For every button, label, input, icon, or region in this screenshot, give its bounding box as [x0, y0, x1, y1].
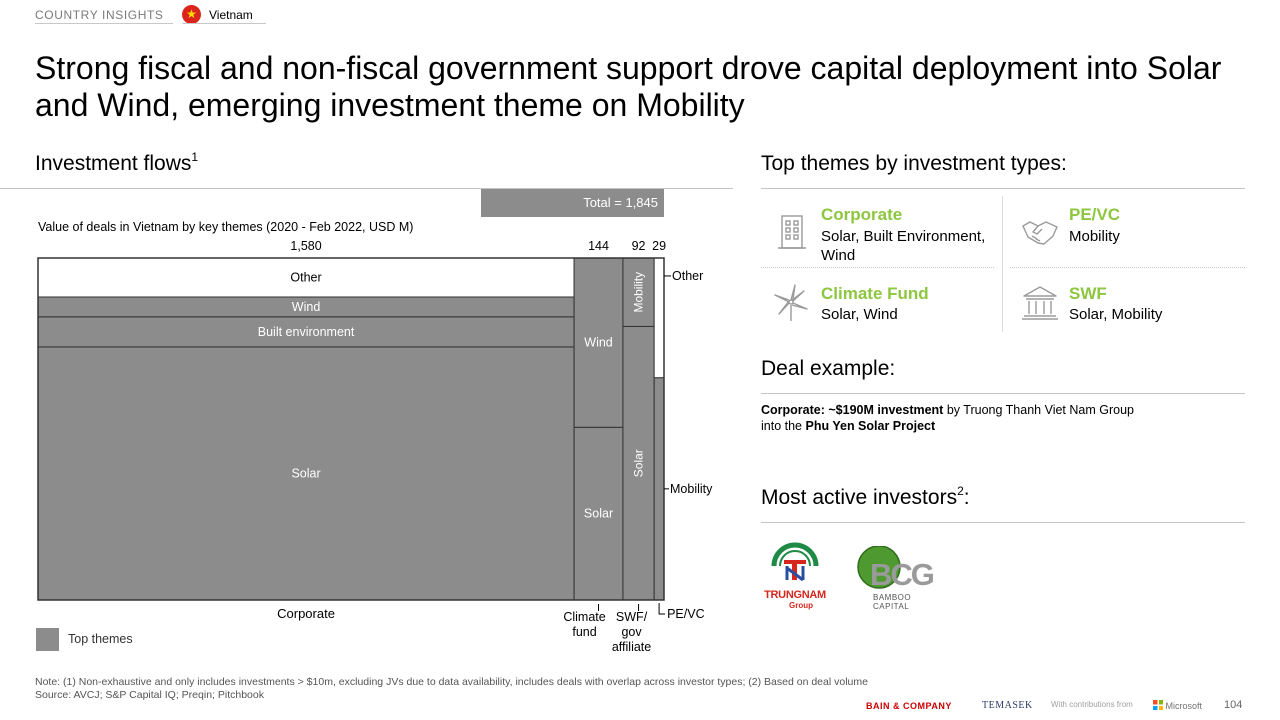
trungnam-group-logo: TRUNGNAM Group	[760, 540, 830, 614]
segment-pe-vc-mobility	[653, 377, 665, 601]
microsoft-icon	[1153, 700, 1163, 710]
segment-label-corporate-built-environment: Built environment	[258, 325, 355, 339]
legend-swatch	[36, 628, 59, 651]
chart-subtitle: Value of deals in Vietnam by key themes …	[38, 220, 414, 234]
axis-label-swf-gov-affiliate-2: affiliate	[612, 640, 651, 654]
marimekko-chart: 1,580 Solar Built environment Wind Other 144 S…	[37, 239, 713, 654]
column-total-corporate: 1,580	[290, 239, 321, 253]
segment-label-corporate-wind: Wind	[292, 300, 321, 314]
theme-name-swf: SWF	[1069, 284, 1107, 303]
footnote: Note: (1) Non-exhaustive and only includ…	[35, 676, 868, 688]
bain-logo: BAIN & COMPANY	[866, 701, 952, 711]
themes-divider	[1002, 196, 1003, 332]
wind-turbine-icon	[774, 284, 808, 321]
section-rule	[761, 393, 1245, 394]
segment-label-climate-fund-wind: Wind	[584, 336, 613, 350]
axis-label-corporate: Corporate	[277, 606, 335, 621]
bamboo-capital-logo: BCG BAMBOO CAPITAL	[855, 546, 947, 611]
theme-desc-climate-fund: Solar, Wind	[821, 306, 898, 323]
column-total-swf-gov-affiliate: 92	[632, 239, 646, 253]
investors-title: Most active investors2:	[761, 484, 970, 509]
theme-name-corporate: Corporate	[821, 205, 903, 224]
theme-desc-pevc: Mobility	[1069, 228, 1120, 245]
axis-label-swf-gov-affiliate-0: SWF/	[616, 610, 648, 624]
country-label: Vietnam	[209, 8, 253, 22]
page-number: 104	[1224, 699, 1243, 711]
axis-label-swf-gov-affiliate-1: gov	[621, 625, 642, 639]
section-label: COUNTRY INSIGHTS	[35, 8, 164, 22]
axis-label-pe-vc: PE/VC	[667, 607, 705, 621]
theme-desc-swf: Solar, Mobility	[1069, 306, 1163, 323]
chart-frame	[37, 257, 665, 601]
axis-label-climate-fund-1: fund	[572, 625, 596, 639]
temasek-logo: TEMASEK	[982, 700, 1033, 711]
theme-desc-corporate: Solar, Built Environment, Wind	[821, 228, 986, 264]
themes-title: Top themes by investment types:	[761, 152, 1067, 175]
microsoft-logo: Microsoft	[1153, 700, 1202, 711]
segment-label-corporate-other: Other	[290, 270, 321, 284]
handshake-icon	[1022, 221, 1058, 245]
header-divider	[182, 23, 266, 24]
source-note: Source: AVCJ; S&P Capital IQ; Preqin; Pi…	[35, 689, 264, 701]
column-total-climate-fund: 144	[588, 239, 609, 253]
building-icon	[778, 215, 806, 249]
government-building-icon	[1022, 286, 1058, 320]
axis-label-climate-fund-0: Climate	[563, 610, 605, 624]
contributions-label: With contributions from	[1051, 700, 1133, 709]
page-title: Strong fiscal and non-fiscal government …	[35, 50, 1222, 123]
themes-divider	[1010, 267, 1245, 268]
themes-divider	[761, 267, 994, 268]
theme-name-climate-fund: Climate Fund	[821, 284, 929, 303]
callout-label-other: Other	[672, 269, 703, 283]
theme-name-pevc: PE/VC	[1069, 205, 1121, 224]
axis-leader-pe-vc	[658, 603, 666, 615]
vietnam-flag-icon: ★	[182, 5, 201, 24]
segment-label-corporate-solar: Solar	[291, 466, 320, 480]
deal-example-title: Deal example:	[761, 357, 896, 380]
callout-label-mobility: Mobility	[670, 482, 713, 496]
segment-label-climate-fund-solar: Solar	[584, 507, 613, 521]
deal-description: Corporate: ~$190M investment by Truong T…	[761, 403, 1134, 433]
legend-label: Top themes	[68, 632, 133, 646]
investment-flows-title: Investment flows1	[35, 150, 199, 175]
section-rule	[761, 522, 1245, 523]
column-total-pe-vc: 29	[652, 239, 666, 253]
section-rule	[761, 188, 1245, 189]
segment-pe-vc-other	[653, 257, 665, 379]
segment-label-swf-gov-affiliate-solar: Solar	[632, 449, 646, 477]
segment-label-swf-gov-affiliate-mobility: Mobility	[632, 272, 646, 313]
total-badge: Total = 1,845	[481, 189, 664, 217]
header-divider	[35, 23, 173, 24]
section-rule	[0, 188, 733, 189]
segment-swf-gov-affiliate-mobility	[622, 257, 655, 327]
